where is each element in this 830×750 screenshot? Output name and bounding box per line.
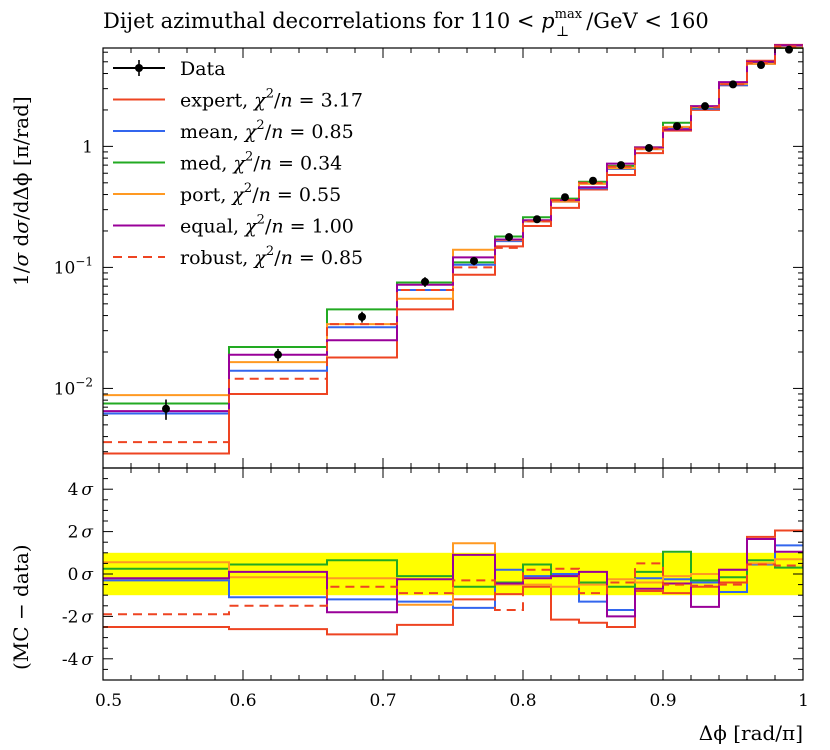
data-point — [358, 312, 366, 321]
legend-label-mean: mean, χ2/n = 0.85 — [180, 118, 354, 143]
main-series-group — [103, 43, 803, 455]
main-y-tick-label: 10−2 — [54, 375, 93, 399]
data-point — [617, 161, 625, 170]
ratio-series-group — [103, 529, 803, 636]
chart-title: Dijet azimuthal decorrelations for 110 <… — [103, 7, 709, 40]
main-y-axis-label: 1/σ dσ/dΔϕ [π/rad] — [9, 96, 33, 286]
ratio-y-tick-label: -4 σ — [62, 650, 94, 670]
legend-data-label: Data — [180, 58, 226, 80]
data-point — [729, 80, 737, 89]
data-point — [421, 277, 429, 286]
data-point — [673, 122, 681, 131]
legend: Data expert, χ2/n = 3.17 mean, χ2/n = 0.85… — [113, 58, 363, 269]
data-point — [757, 61, 765, 70]
main-y-tick-label: 10−1 — [54, 254, 93, 278]
x-tick-label: 1 — [798, 691, 809, 711]
ratio-y-axis-label: (MC − data) — [9, 544, 33, 670]
legend-label-port: port, χ2/n = 0.55 — [180, 181, 341, 206]
x-tick-label: 0.8 — [509, 691, 536, 711]
x-ticks-group: 0.5 0.6 0.7 0.8 0.9 1 — [95, 48, 809, 711]
data-point — [533, 215, 541, 224]
legend-label-robust: robust, χ2/n = 0.85 — [180, 244, 363, 269]
legend-data-marker — [135, 64, 143, 72]
ratio-series-equal — [103, 538, 803, 618]
legend-label-equal: equal, χ2/n = 1.00 — [180, 213, 354, 238]
data-point — [645, 143, 653, 152]
x-tick-label: 0.7 — [369, 691, 396, 711]
data-point — [470, 256, 478, 265]
data-point — [701, 102, 709, 111]
ratio-series-robust — [103, 562, 803, 616]
x-tick-label: 0.5 — [95, 691, 122, 711]
legend-label-expert: expert, χ2/n = 3.17 — [180, 87, 363, 112]
data-point — [561, 193, 569, 202]
data-point — [505, 233, 513, 242]
main-y-tick-label: 1 — [82, 137, 93, 157]
legend-label-med: med, χ2/n = 0.34 — [180, 150, 342, 175]
data-points-group — [162, 45, 793, 420]
main-series-robust — [103, 45, 803, 444]
ratio-y-ticks-group: 4 σ 2 σ 0 σ -2 σ -4 σ — [62, 467, 803, 681]
data-point — [274, 350, 282, 359]
x-axis-label: Δϕ [rad/π] — [699, 721, 803, 745]
data-point — [162, 404, 170, 413]
ratio-y-tick-label: -2 σ — [62, 607, 94, 627]
x-tick-label: 0.9 — [649, 691, 676, 711]
x-tick-label: 0.6 — [229, 691, 256, 711]
main-y-ticks-group: 10−2 10−1 1 — [54, 51, 803, 453]
data-point — [785, 45, 793, 54]
data-point — [589, 176, 597, 185]
